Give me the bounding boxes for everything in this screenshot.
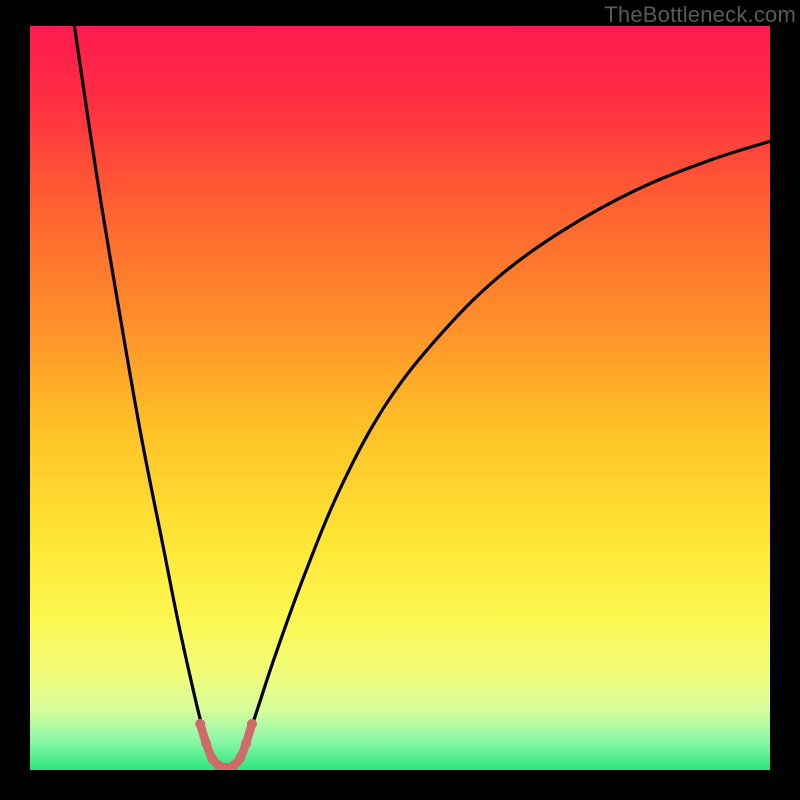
trough-marker (235, 753, 245, 763)
trough-marker (207, 753, 217, 763)
trough-marker (201, 738, 211, 748)
plot-area (30, 26, 770, 770)
gradient-background (30, 26, 770, 770)
watermark-text: TheBottleneck.com (604, 2, 796, 28)
trough-marker (247, 719, 257, 729)
chart-svg (30, 26, 770, 770)
trough-marker (195, 719, 205, 729)
trough-marker (241, 738, 251, 748)
